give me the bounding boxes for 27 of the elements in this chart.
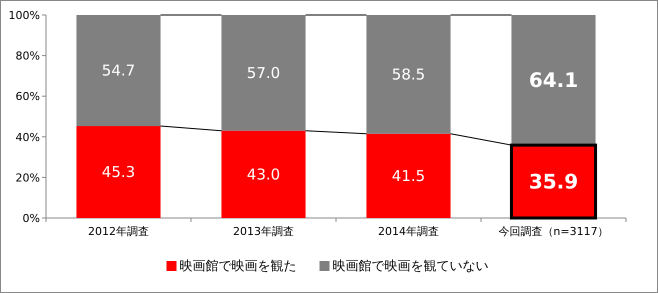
bar — [366, 134, 451, 218]
bar — [511, 15, 596, 146]
y-tick-label: 100% — [8, 9, 40, 22]
y-tick-label: 20% — [16, 171, 40, 184]
y-tick-label: 0% — [22, 212, 40, 225]
bar — [76, 126, 161, 218]
bar — [366, 15, 451, 134]
legend-label: 映画館で映画を観ていない — [332, 259, 488, 274]
bar — [221, 130, 306, 218]
bar — [76, 15, 161, 126]
text: 58.5 — [392, 65, 426, 84]
y-tick-label: 40% — [16, 130, 40, 144]
text: 41.5 — [392, 166, 426, 185]
x-tick-label: 2014年調査 — [378, 225, 439, 238]
text: 64.1 — [528, 68, 578, 92]
y-tick-label: 60% — [16, 90, 40, 104]
bar — [221, 15, 306, 131]
x-tick-label: 2012年調査 — [88, 225, 149, 238]
x-tick-label: 2013年調査 — [233, 225, 294, 238]
text: 45.3 — [102, 163, 136, 182]
text: 54.7 — [102, 62, 136, 80]
legend-label: 映画館で映画を観た — [180, 259, 296, 274]
text: 43.0 — [246, 165, 280, 184]
x-tick-label: 今回調査（n=3117） — [498, 225, 609, 238]
y-tick-label: 80% — [16, 50, 40, 63]
text: 35.9 — [528, 170, 578, 194]
text: 57.0 — [246, 64, 280, 82]
